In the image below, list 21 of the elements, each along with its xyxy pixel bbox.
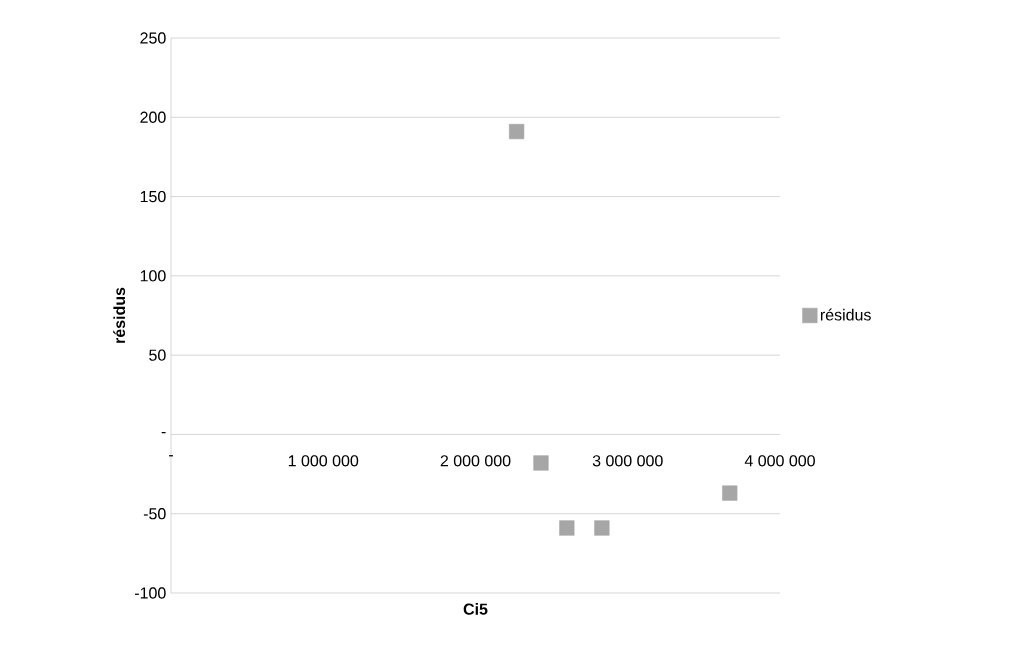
point: [559, 520, 575, 536]
x-tick-label: 3 000 000: [592, 455, 663, 467]
y-tick-label: 150: [140, 190, 166, 203]
x-tick-label: 2 000 000: [440, 455, 511, 467]
y-tick-label: -50: [143, 508, 166, 520]
y-tick-label: 100: [140, 270, 166, 282]
x-tick-label: 1 000 000: [288, 455, 359, 467]
x-tick-label: -: [169, 455, 173, 457]
legend-label: résidus: [820, 308, 871, 321]
point: [509, 123, 525, 140]
point: [594, 520, 610, 536]
y-tick-label: -100: [134, 587, 166, 599]
point: [533, 455, 549, 471]
y-tick-label: 250: [140, 32, 166, 44]
point: [722, 485, 738, 501]
y-tick-label: -: [161, 431, 166, 434]
y-axis-title: résidus: [113, 287, 126, 343]
x-axis-title: Ci5: [463, 603, 488, 615]
y-tick-label: 50: [149, 349, 166, 361]
x-tick-label: 4 000 000: [744, 455, 815, 467]
y-tick-label: 200: [140, 111, 166, 123]
